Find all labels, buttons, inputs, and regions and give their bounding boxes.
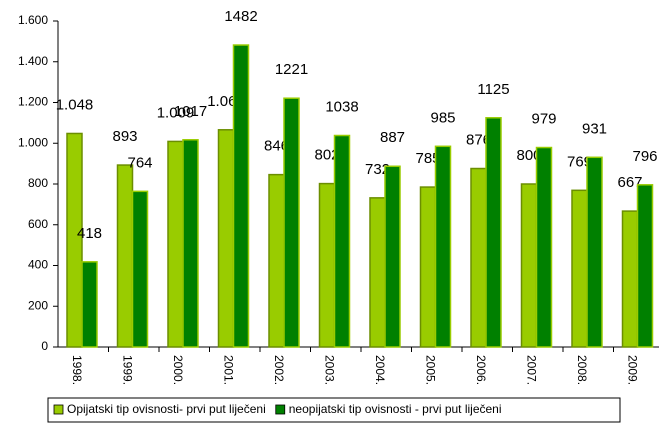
bar	[470, 167, 487, 348]
value-label: 1038	[325, 98, 358, 115]
value-label: 1125	[477, 81, 509, 98]
legend-label: neopijatski tip ovisnosti - prvi put lij…	[289, 402, 502, 416]
bar	[81, 261, 98, 348]
bar	[283, 97, 300, 348]
value-label: 667	[617, 174, 642, 191]
value-label: 846	[264, 138, 289, 155]
value-label: 1.048	[56, 96, 94, 113]
x-tick-label: 2008.	[575, 355, 589, 385]
bar	[485, 117, 502, 348]
bar	[217, 129, 235, 348]
value-label: 1.009	[157, 104, 195, 121]
value-label: 764	[127, 154, 152, 171]
value-label: 418	[77, 225, 102, 242]
value-label: 985	[430, 109, 455, 126]
y-tick-label: 400	[28, 258, 48, 272]
bar	[182, 139, 199, 348]
bar	[384, 165, 401, 348]
x-tick-label: 2007.	[524, 355, 538, 385]
y-tick-label: 200	[28, 298, 48, 312]
y-tick-label: 1.200	[18, 95, 48, 109]
value-label: 979	[531, 110, 556, 127]
y-tick-label: 1.600	[18, 13, 48, 27]
x-tick-label: 2004.	[373, 355, 387, 385]
value-label: 931	[582, 120, 607, 137]
x-tick-label: 2005.	[423, 355, 437, 385]
bar	[369, 197, 386, 348]
bar	[434, 145, 452, 348]
value-label: 893	[112, 128, 137, 145]
y-tick-label: 800	[28, 176, 48, 190]
value-label: 785	[415, 150, 440, 167]
bar	[66, 132, 83, 348]
value-label: 769	[567, 153, 592, 170]
bar	[232, 44, 250, 348]
value-label: 732	[365, 161, 390, 178]
y-tick-label: 0	[41, 339, 48, 353]
bar	[268, 173, 285, 348]
bar	[318, 182, 336, 348]
y-tick-label: 600	[28, 217, 48, 231]
x-tick-label: 2006.	[474, 355, 488, 385]
bar	[571, 189, 588, 348]
x-tick-label: 2009.	[625, 355, 639, 385]
value-label: 800	[516, 147, 541, 164]
bar	[520, 183, 538, 348]
legend-swatch	[275, 404, 286, 415]
y-tick-label: 1.000	[18, 135, 48, 149]
bar	[131, 190, 149, 348]
x-tick-label: 2002.	[272, 355, 286, 385]
value-label: 887	[380, 129, 405, 146]
bar	[419, 186, 437, 348]
legend-label: Opijatski tip ovisnosti- prvi put liječe…	[67, 402, 266, 416]
value-label: 876	[466, 131, 491, 148]
value-label: 796	[632, 148, 657, 165]
bar	[167, 140, 184, 348]
x-tick-label: 2000.	[171, 355, 185, 385]
bar	[636, 184, 654, 348]
bar	[535, 146, 553, 348]
value-label: 1221	[275, 61, 308, 78]
value-label: 1017	[174, 103, 207, 120]
y-tick-label: 1.400	[18, 54, 48, 68]
x-tick-label: 1999.	[120, 355, 134, 385]
value-label: 1482	[224, 8, 257, 25]
bar	[116, 164, 134, 348]
value-label: 802	[314, 147, 339, 164]
bar	[333, 134, 351, 348]
x-tick-label: 2003.	[322, 355, 336, 385]
bar	[586, 156, 603, 348]
x-tick-label: 1998.	[70, 355, 84, 385]
x-tick-label: 2001.	[221, 355, 235, 385]
legend-swatch	[53, 404, 64, 415]
bar	[621, 210, 639, 348]
legend-box	[47, 397, 621, 423]
